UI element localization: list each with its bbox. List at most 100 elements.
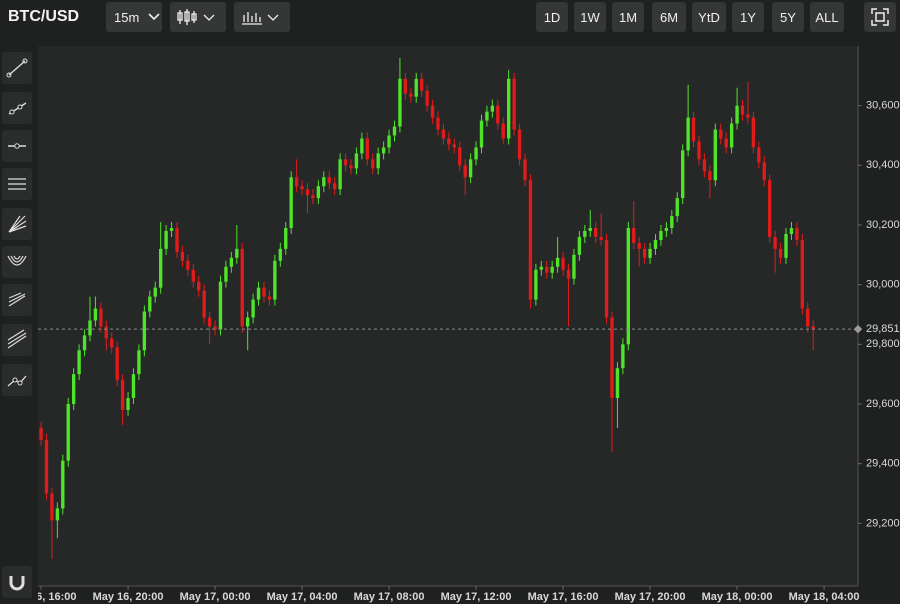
candle-body [523, 159, 527, 181]
chevron [148, 13, 160, 21]
last-price-label: 29,851 [866, 323, 900, 335]
candle-body [398, 78, 402, 127]
candle-body [202, 290, 206, 318]
candle-body [436, 117, 440, 130]
magnet-tool[interactable] [2, 566, 32, 598]
candle-body [360, 138, 364, 154]
indicator-icon [242, 12, 279, 25]
candle-body [332, 183, 337, 190]
range-button[interactable]: 1M [612, 2, 644, 32]
candle-body [729, 123, 734, 148]
candle-body [452, 144, 456, 148]
candle-body [762, 162, 766, 181]
candle-body [278, 248, 282, 261]
candle-body [458, 147, 462, 166]
candle-body [768, 180, 772, 237]
candle-body [137, 350, 141, 375]
ray-tool[interactable] [2, 92, 32, 124]
candle-body [517, 129, 522, 160]
arc-tool[interactable] [2, 246, 32, 278]
fan-tool[interactable] [2, 208, 32, 240]
y-tick-label: 29,800 [866, 338, 900, 350]
candle-body [180, 251, 185, 261]
path-tool[interactable] [2, 364, 32, 396]
chart-type-dropdown[interactable] [170, 2, 226, 32]
candle-body [142, 311, 147, 351]
range-button[interactable]: ALL [810, 2, 844, 32]
symbol[interactable]: BTC/USD [8, 8, 80, 25]
trend-line-tool[interactable] [2, 52, 32, 84]
horizontal-line-tool[interactable] [2, 130, 32, 162]
candle-body [789, 227, 794, 234]
candle-body [615, 368, 620, 399]
candle-body [506, 78, 511, 139]
candle-body [327, 177, 331, 184]
candle-body [99, 308, 103, 327]
candle-body [555, 257, 560, 267]
candle-body [501, 123, 505, 139]
candle-body [708, 171, 712, 181]
y-tick-label: 29,200 [866, 517, 900, 529]
candle-body [653, 239, 658, 249]
candle-body [681, 150, 685, 199]
candle-body [757, 147, 761, 163]
range-button[interactable]: YtD [692, 2, 726, 32]
candle-body [126, 398, 130, 410]
candle-body [773, 236, 777, 249]
y-tick-label: 30,400 [866, 159, 900, 171]
range-button[interactable]: 6M [652, 2, 686, 32]
candle-body [218, 281, 223, 330]
candle-body [528, 180, 533, 300]
indicator-dropdown[interactable] [234, 2, 290, 32]
candle-body [387, 135, 391, 148]
interval-label: 15m [114, 9, 140, 25]
candle-body [191, 269, 195, 282]
candle-body [419, 78, 424, 91]
candle-body [262, 287, 266, 297]
fib-tool[interactable] [2, 284, 32, 316]
x-tick-label: May 17, 20:00 [615, 591, 686, 603]
candle-body [496, 105, 500, 124]
candle-body [343, 159, 348, 166]
candle-body [77, 350, 81, 375]
range-button[interactable]: 1D [536, 2, 568, 32]
y-tick-label: 29,600 [866, 398, 900, 410]
candle-body [621, 344, 625, 369]
y-tick-label: 30,200 [866, 219, 900, 231]
candle-body [686, 117, 690, 151]
y-tick-label: 30,600 [866, 100, 900, 112]
candle-body [371, 159, 375, 169]
candle-body [322, 177, 326, 187]
candle-body [648, 248, 652, 258]
candle-body [778, 248, 783, 258]
candle-body [642, 248, 647, 258]
tool-icon [7, 375, 27, 387]
candle-body [670, 216, 674, 228]
candle-body [115, 347, 119, 381]
pitchfork-tool[interactable] [2, 324, 32, 356]
candle-body [795, 227, 799, 240]
candle-body [441, 129, 446, 139]
x-tick-label: May 17, 00:00 [180, 591, 251, 603]
candle-body [305, 189, 310, 196]
candle-body [675, 198, 679, 217]
candle-body [164, 230, 168, 249]
range-button[interactable]: 5Y [772, 2, 804, 32]
candle-body [338, 159, 342, 190]
channel-tool[interactable] [2, 168, 32, 200]
candle-body [599, 236, 603, 240]
candle-body [110, 338, 114, 348]
candle-body [131, 374, 136, 399]
x-tick-label: May 17, 12:00 [441, 591, 512, 603]
fullscreen-icon [871, 8, 889, 26]
candle-body [659, 230, 663, 240]
candle-body [800, 239, 805, 309]
candle-body [104, 326, 108, 339]
range-button[interactable]: 1Y [732, 2, 764, 32]
range-button[interactable]: 1W [574, 2, 606, 32]
candle-body [251, 299, 255, 318]
candle-body [577, 236, 582, 255]
fullscreen-button[interactable] [864, 2, 896, 32]
interval-dropdown[interactable]: 15m [106, 2, 162, 32]
